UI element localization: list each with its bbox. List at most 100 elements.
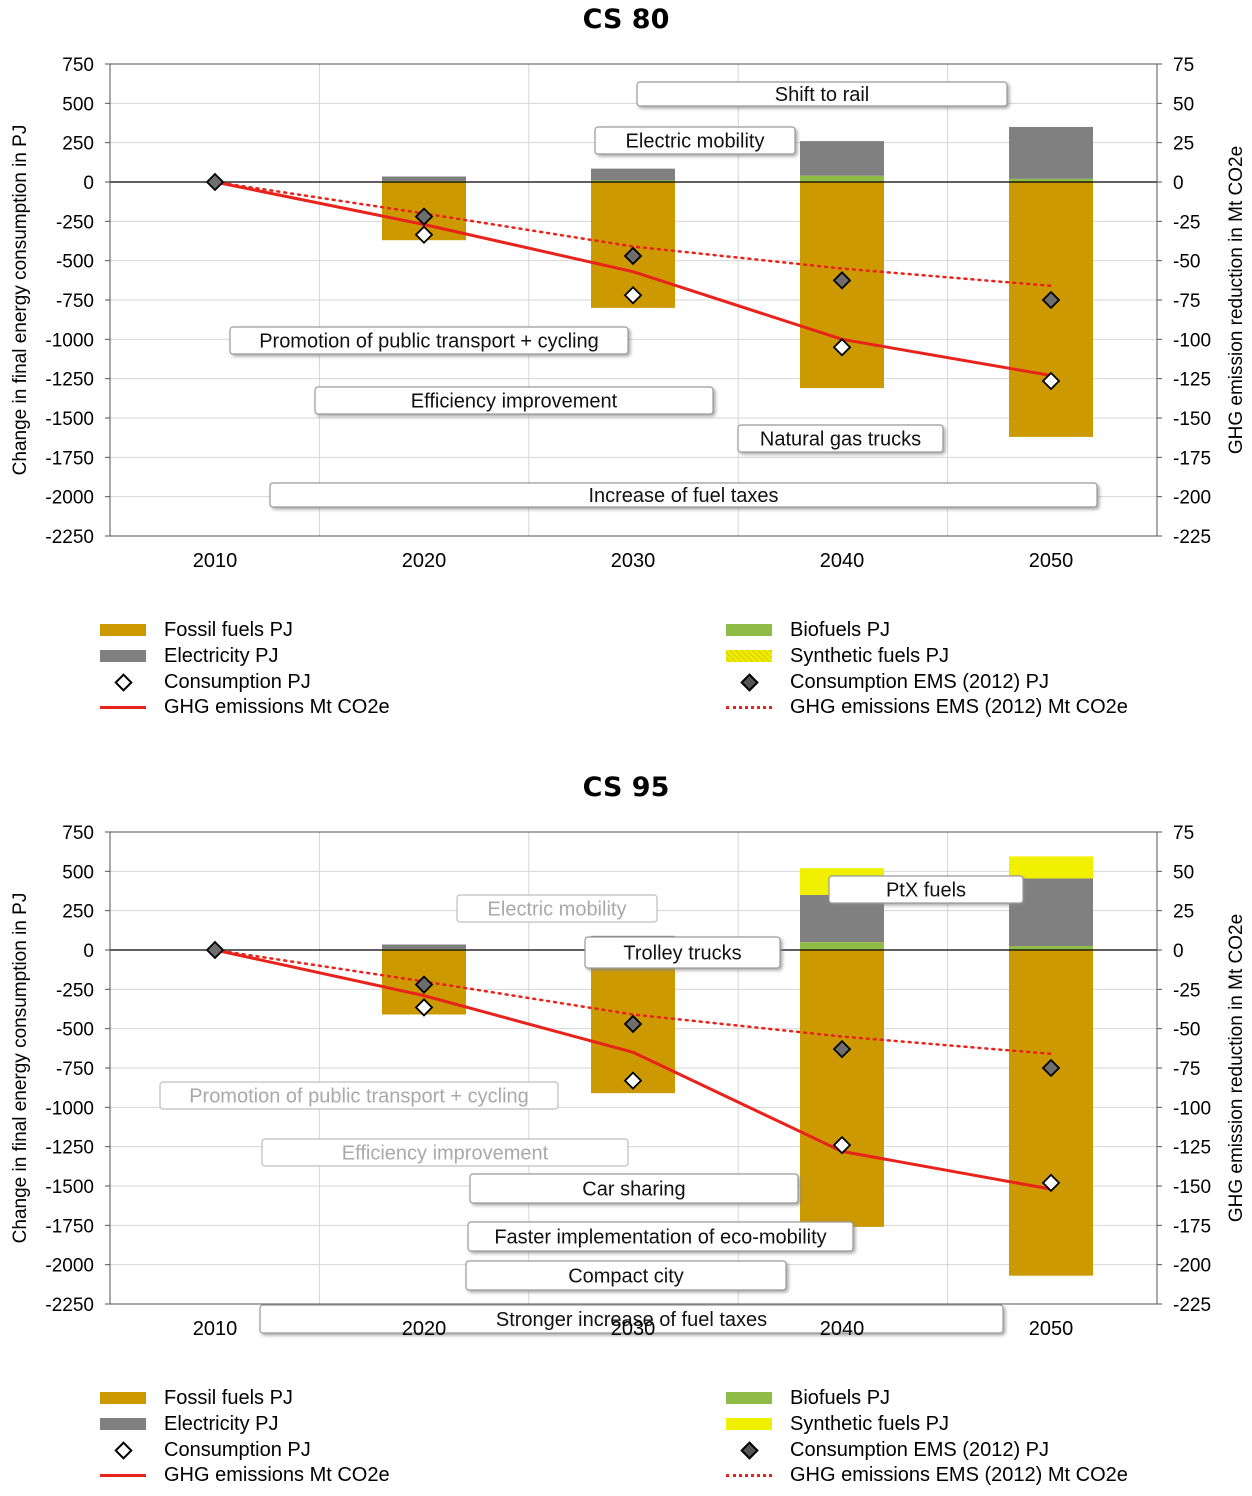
bar-synthetic — [1009, 856, 1093, 879]
solid-line-icon — [100, 706, 146, 709]
y-tick-label: -1250 — [45, 370, 94, 391]
marker-consumption-ems — [623, 1014, 643, 1034]
marker-consumption-ems — [832, 271, 852, 290]
legend-item-ghg: GHG emissions Mt CO2e — [100, 1463, 390, 1487]
y2-tick-label: -175 — [1173, 1216, 1211, 1237]
y2-tick-label: -100 — [1173, 330, 1211, 351]
x-tick-label: 2010 — [193, 1318, 238, 1340]
legend-swatch-synthetic — [726, 1418, 772, 1430]
annotation-box: Electric mobility — [456, 894, 658, 923]
annotation-label: Trolley trucks — [623, 943, 741, 965]
bar-fossil — [800, 950, 884, 1227]
legend-label: Synthetic fuels PJ — [790, 1412, 949, 1435]
marker-consumption — [1041, 1173, 1061, 1193]
legend-item-consumption-ems: Consumption EMS (2012) PJ — [726, 670, 1049, 694]
y2-tick-label: -25 — [1173, 212, 1200, 233]
y-tick-label: -2000 — [45, 488, 94, 509]
legend-item-biofuels: Biofuels PJ — [726, 1386, 890, 1410]
y2-tick-label: -75 — [1173, 291, 1200, 312]
x-tick-label: 2030 — [611, 550, 656, 572]
marker-consumption — [1041, 371, 1061, 391]
legend-item-ghg-ems: GHG emissions EMS (2012) Mt CO2e — [726, 1463, 1128, 1487]
marker-consumption — [623, 286, 643, 305]
annotation-label: Efficiency improvement — [411, 391, 618, 413]
y-tick-label: -1500 — [45, 409, 94, 430]
marker-consumption-ems — [414, 207, 434, 226]
annotation-label: Efficiency improvement — [342, 1143, 549, 1165]
legend: Fossil fuels PJ Electricity PJ Consumpti… — [0, 618, 1252, 728]
y2-tick-label: 0 — [1173, 941, 1184, 962]
legend-swatch-biofuels — [726, 624, 772, 636]
marker-consumption-ems — [1041, 290, 1061, 310]
bar-biofuels — [800, 175, 884, 182]
bar-electricity — [591, 168, 675, 181]
annotation-box: Increase of fuel taxes — [269, 482, 1098, 508]
legend-item-consumption: Consumption PJ — [100, 670, 311, 694]
legend-swatch-biofuels — [726, 1392, 772, 1404]
marker-consumption — [414, 225, 434, 244]
filled-diamond-icon — [740, 673, 759, 692]
legend-label: Fossil fuels PJ — [164, 1386, 293, 1409]
annotation-label: Car sharing — [582, 1179, 685, 1201]
y2-tick-label: -175 — [1173, 448, 1211, 469]
y-tick-label: -250 — [56, 980, 94, 1001]
marker-consumption-ems — [623, 246, 643, 266]
dotted-line-icon — [726, 1474, 772, 1477]
annotation-label: Electric mobility — [488, 899, 627, 921]
y-tick-label: 750 — [62, 55, 94, 76]
y2-axis-title: GHG emission reduction in Mt CO2e — [1226, 146, 1247, 454]
line-ghg-ems — [213, 948, 1053, 1056]
open-diamond-icon — [114, 1441, 133, 1460]
annotation-label: Natural gas trucks — [760, 429, 921, 451]
y-tick-label: 500 — [62, 94, 94, 115]
y-axis-title: Change in final energy consumption in PJ — [10, 125, 31, 476]
y2-tick-label: -25 — [1173, 980, 1200, 1001]
annotation-box: Compact city — [465, 1260, 787, 1291]
y-tick-label: -1000 — [45, 1098, 94, 1119]
y2-tick-label: -225 — [1173, 527, 1211, 548]
legend-item-synthetic: Synthetic fuels PJ — [726, 644, 949, 668]
marker-consumption-ems — [1041, 1058, 1061, 1078]
y2-tick-label: -50 — [1173, 252, 1200, 273]
y2-tick-label: 50 — [1173, 862, 1194, 883]
annotation-box: Promotion of public transport + cycling — [229, 326, 629, 355]
y-tick-label: -1500 — [45, 1177, 94, 1198]
legend-label: Electricity PJ — [164, 644, 279, 667]
y2-axis-title: GHG emission reduction in Mt CO2e — [1226, 914, 1247, 1222]
dotted-line-icon — [726, 706, 772, 709]
legend-label: Biofuels PJ — [790, 618, 891, 641]
chart-title: CS 80 — [582, 4, 670, 35]
annotation-label: PtX fuels — [886, 880, 966, 902]
marker-consumption-ems — [205, 172, 225, 192]
annotation-box: Stronger increase of fuel taxes — [259, 1304, 1004, 1334]
annotation-box: PtX fuels — [828, 875, 1024, 904]
marker-consumption-ems — [832, 1039, 852, 1059]
legend-label: Consumption EMS (2012) PJ — [790, 1438, 1050, 1461]
annotation-box: Electric mobility — [594, 126, 796, 155]
y-tick-label: -2250 — [45, 1295, 94, 1316]
annotation-label: Compact city — [568, 1266, 684, 1288]
annotation-label: Faster implementation of eco-mobility — [494, 1227, 826, 1249]
y2-tick-label: -225 — [1173, 1295, 1211, 1316]
legend-item-consumption: Consumption PJ — [100, 1438, 311, 1462]
bar-electricity — [800, 141, 884, 176]
marker-consumption — [832, 337, 852, 357]
y2-tick-label: -75 — [1173, 1059, 1200, 1080]
legend-swatch-electricity — [100, 1418, 146, 1430]
annotation-box: Shift to rail — [636, 81, 1008, 107]
y2-tick-label: -125 — [1173, 370, 1211, 391]
x-tick-label: 2020 — [402, 550, 447, 572]
legend: Fossil fuels PJ Electricity PJ Consumpti… — [0, 1386, 1252, 1496]
y2-tick-label: 0 — [1173, 173, 1184, 194]
bar-biofuels — [591, 180, 675, 182]
y2-tick-label: 75 — [1173, 55, 1194, 76]
x-tick-label: 2040 — [820, 1318, 865, 1340]
solid-line-icon — [100, 1474, 146, 1477]
legend-label: Consumption PJ — [164, 670, 311, 693]
y2-tick-label: -200 — [1173, 1256, 1211, 1277]
y-tick-label: -2250 — [45, 527, 94, 548]
x-tick-label: 2050 — [1029, 550, 1074, 572]
bar-fossil — [1009, 950, 1093, 1276]
marker-consumption-ems — [205, 940, 225, 960]
legend-swatch-fossil — [100, 1392, 146, 1404]
